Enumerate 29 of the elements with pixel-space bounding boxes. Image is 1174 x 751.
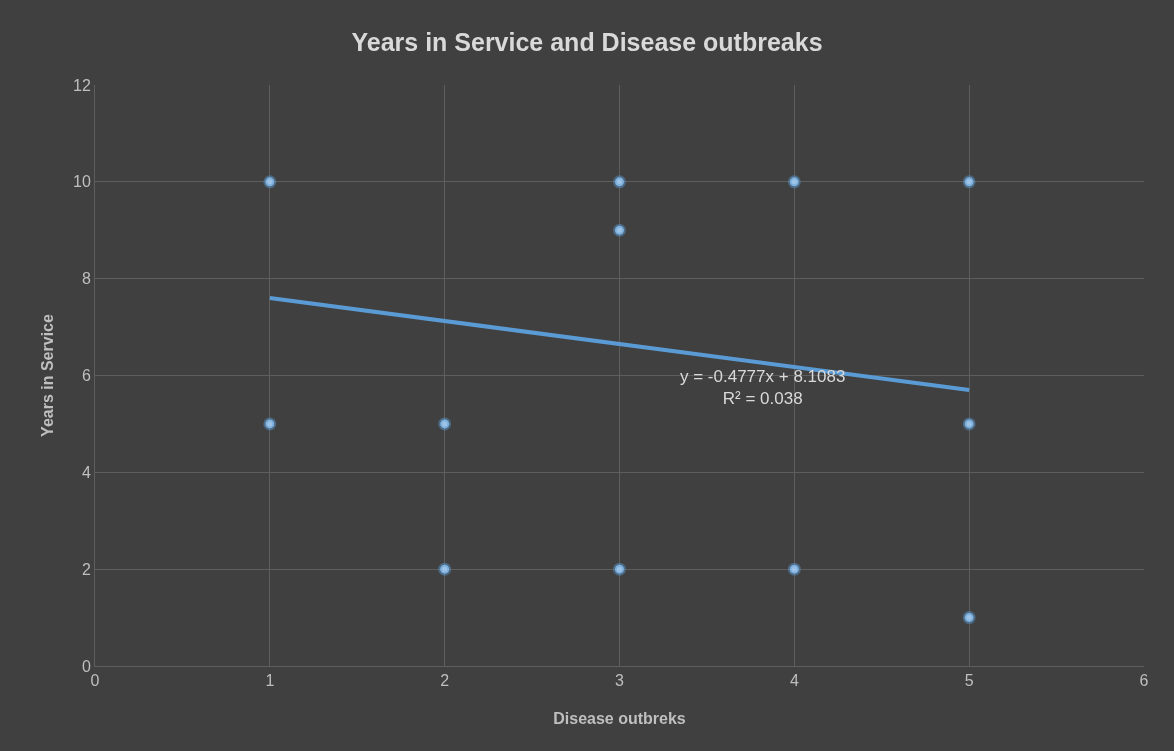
x-axis-title: Disease outbreks bbox=[553, 710, 686, 727]
y-tick-label: 8 bbox=[81, 270, 91, 288]
point bbox=[613, 175, 626, 189]
point bbox=[962, 611, 976, 625]
point bbox=[787, 562, 801, 576]
point bbox=[263, 417, 277, 431]
point bbox=[787, 175, 801, 189]
point bbox=[962, 417, 976, 431]
x-tick-label: 6 bbox=[1139, 672, 1149, 690]
x-tick-label: 3 bbox=[615, 672, 625, 690]
chart-title: Years in Service and Disease outbreaks bbox=[351, 28, 823, 57]
x-tick-label: 1 bbox=[265, 672, 275, 690]
y-tick-label: 10 bbox=[73, 173, 91, 191]
point bbox=[613, 223, 626, 237]
y-tick-label: 12 bbox=[73, 76, 91, 94]
y-tick-label: 4 bbox=[81, 463, 91, 481]
point bbox=[438, 562, 452, 576]
point bbox=[263, 175, 277, 189]
point bbox=[438, 417, 452, 431]
x-tick-label: 5 bbox=[964, 672, 974, 690]
y-tick-label: 6 bbox=[81, 367, 91, 385]
point bbox=[962, 175, 976, 189]
y-tick-label: 2 bbox=[81, 560, 91, 578]
y-tick-label: 0 bbox=[81, 657, 91, 675]
y-axis-title: Years in Service bbox=[39, 314, 56, 437]
annotation: y = -0.4777x + 8.1083 R² = 0.038 bbox=[680, 367, 846, 409]
x-tick-label: 2 bbox=[440, 672, 450, 690]
x-tick-label: 4 bbox=[789, 672, 799, 690]
point bbox=[613, 562, 626, 576]
